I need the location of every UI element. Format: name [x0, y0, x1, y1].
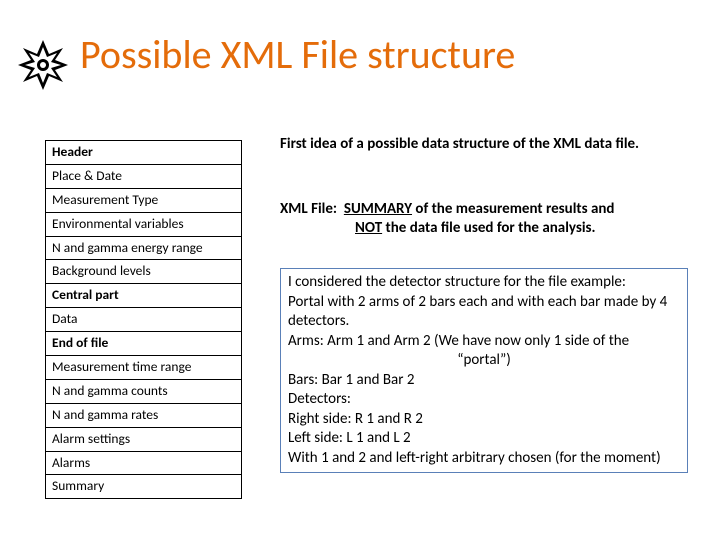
table-row: Environmental variables: [46, 213, 241, 237]
table-row: Measurement Type: [46, 189, 241, 213]
table-row: Measurement time range: [46, 356, 241, 380]
table-row: End of file: [46, 332, 241, 356]
detector-line: With 1 and 2 and left-right arbitrary ch…: [288, 449, 680, 469]
text-fragment: the data file used for the analysis.: [382, 219, 595, 237]
intro-paragraph: First idea of a possible data structure …: [280, 135, 685, 154]
table-row: N and gamma energy range: [46, 237, 241, 261]
xml-file-paragraph: XML File: SUMMARY of the measurement res…: [280, 200, 690, 238]
slide: Possible XML File structure Header Place…: [0, 0, 720, 540]
structure-table: Header Place & Date Measurement Type Env…: [45, 140, 242, 499]
table-row: N and gamma rates: [46, 404, 241, 428]
detector-line: Detectors:: [288, 390, 680, 410]
table-row: Central part: [46, 284, 241, 308]
table-row: Place & Date: [46, 165, 241, 189]
detector-line: Right side: R 1 and R 2: [288, 410, 680, 430]
detector-line: Bars: Bar 1 and Bar 2: [288, 371, 680, 391]
table-row: N and gamma counts: [46, 380, 241, 404]
table-row: Alarm settings: [46, 428, 241, 452]
slide-title: Possible XML File structure: [80, 30, 515, 79]
detector-description-box: I considered the detector structure for …: [280, 268, 688, 473]
table-row: Alarms: [46, 452, 241, 476]
table-row: Header: [46, 141, 241, 165]
detector-line: “portal”): [288, 351, 680, 371]
starburst-icon: [18, 40, 68, 90]
detector-line: Arms: Arm 1 and Arm 2 (We have now only …: [288, 332, 680, 352]
table-row: Summary: [46, 475, 241, 498]
not-word: NOT: [355, 219, 382, 237]
table-row: Background levels: [46, 260, 241, 284]
detector-line: Left side: L 1 and L 2: [288, 429, 680, 449]
detector-line: I considered the detector structure for …: [288, 273, 680, 293]
text-fragment: of the measurement results and: [412, 200, 614, 218]
detector-line: Portal with 2 arms of 2 bars each and wi…: [288, 293, 680, 332]
xml-file-label: XML File:: [280, 200, 337, 218]
table-row: Data: [46, 308, 241, 332]
summary-word: SUMMARY: [344, 200, 412, 218]
